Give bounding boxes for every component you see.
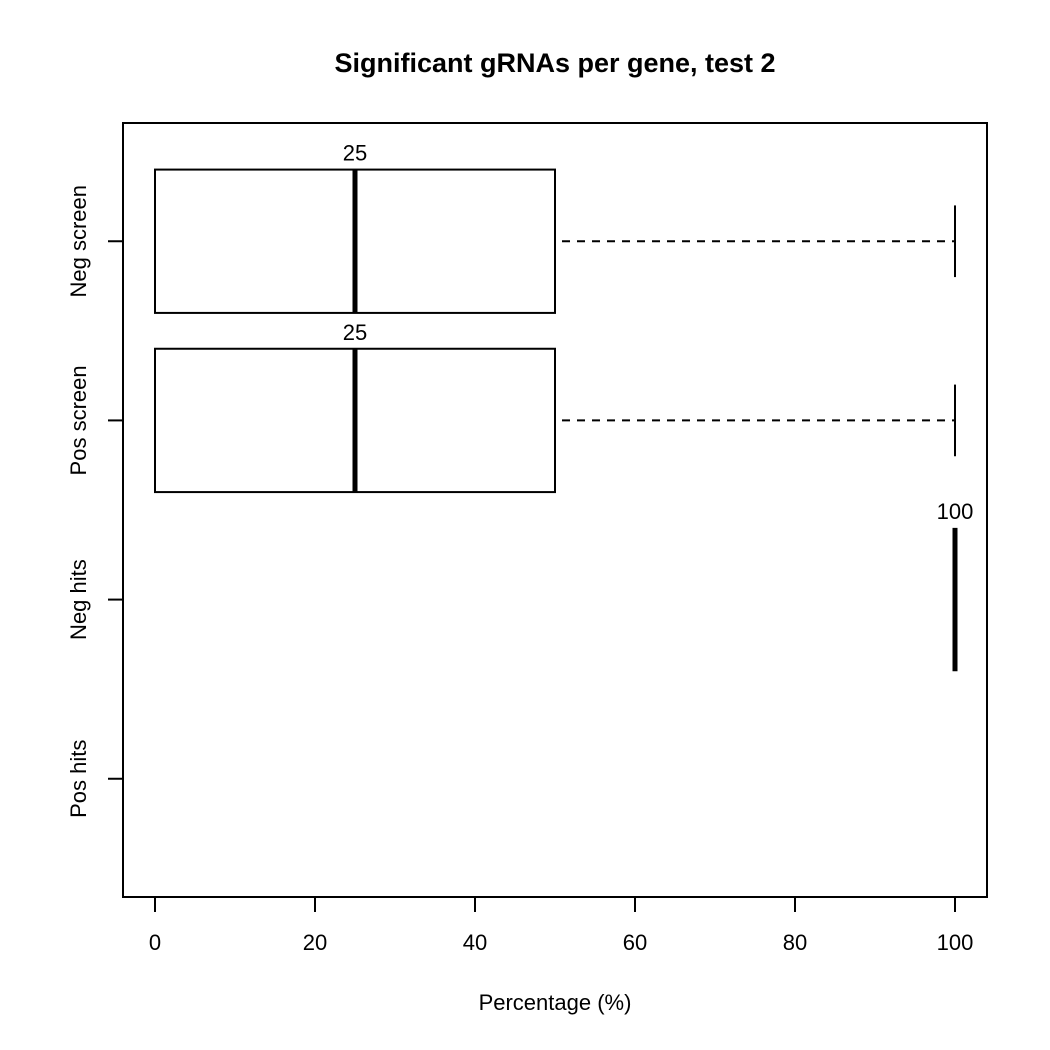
x-axis-label: Percentage (%) xyxy=(479,990,632,1015)
box-neg-screen: 25 xyxy=(154,141,956,314)
x-tick-label: 40 xyxy=(463,930,487,955)
y-tick-label: Neg hits xyxy=(66,559,91,640)
x-axis: 0 20 40 60 80 100 xyxy=(149,896,974,955)
boxes-layer: 25 25 100 xyxy=(154,141,974,672)
x-tick-label: 60 xyxy=(623,930,647,955)
x-tick-label: 100 xyxy=(937,930,974,955)
box-neg-hits: 100 xyxy=(937,499,974,672)
y-tick-label: Neg screen xyxy=(66,185,91,298)
y-tick-label: Pos hits xyxy=(66,740,91,818)
box-pos-screen: 25 xyxy=(154,320,956,494)
x-tick-label: 0 xyxy=(149,930,161,955)
chart-title: Significant gRNAs per gene, test 2 xyxy=(334,48,775,78)
median-label: 25 xyxy=(343,141,367,166)
x-tick-label: 80 xyxy=(783,930,807,955)
y-axis: Neg screen Pos screen Neg hits Pos hits xyxy=(66,185,123,818)
median-label: 25 xyxy=(343,320,367,345)
median-label: 100 xyxy=(937,499,974,524)
x-tick-label: 20 xyxy=(303,930,327,955)
y-tick-label: Pos screen xyxy=(66,365,91,475)
